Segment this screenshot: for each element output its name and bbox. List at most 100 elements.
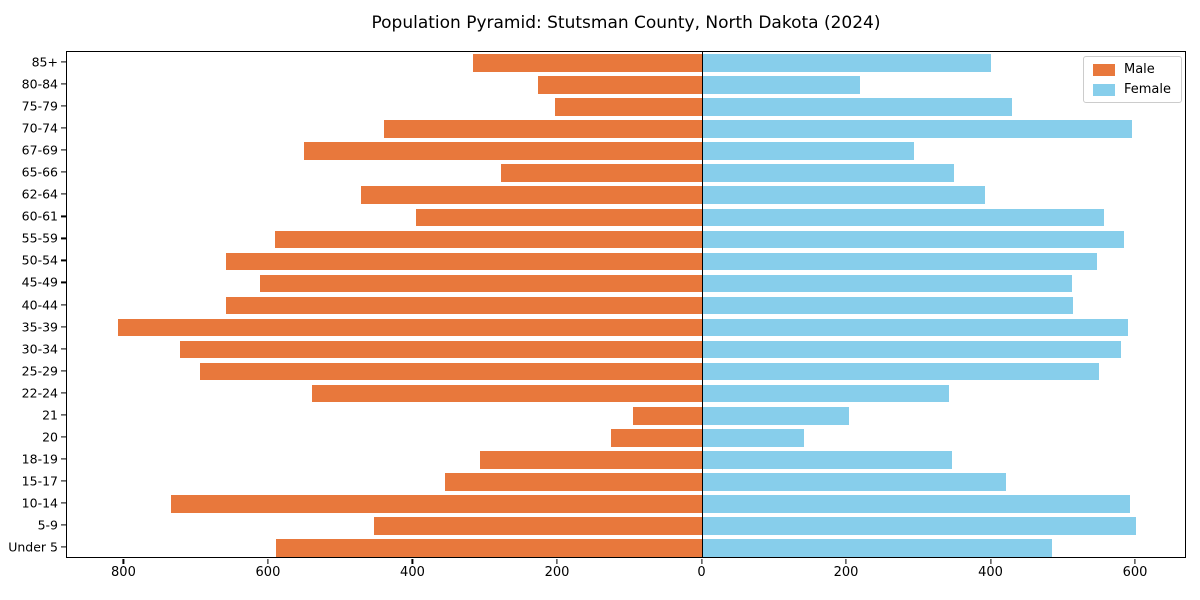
ytick-label-45-49: 45-49: [21, 274, 58, 290]
ytick-label-21: 21: [42, 407, 58, 423]
bar-male-5-9: [373, 517, 703, 535]
bar-female-10-14: [702, 495, 1131, 513]
ytick-label-18-19: 18-19: [21, 451, 58, 467]
bar-male-70-74: [383, 120, 703, 138]
legend: Male Female: [1082, 56, 1182, 103]
ytick-label-67-69: 67-69: [21, 142, 58, 158]
ytick-label-35-39: 35-39: [21, 319, 58, 335]
bar-male-40-44: [226, 296, 703, 315]
bar-female-25-29: [702, 362, 1100, 381]
ytick-label-65-66: 65-66: [21, 164, 58, 180]
bar-female-30-34: [702, 340, 1121, 359]
xtick-mark: [700, 558, 703, 564]
ytick-mark: [60, 546, 66, 548]
male-color-swatch: [1092, 63, 1115, 76]
ytick-mark: [60, 480, 66, 482]
ytick-label-15-17: 15-17: [21, 473, 58, 489]
bar-female-70-74: [702, 120, 1133, 138]
bar-male-21: [633, 406, 703, 425]
ytick-label-under-5: Under 5: [8, 539, 58, 555]
xtick-mark: [556, 558, 558, 564]
xtick-mark: [1134, 558, 1136, 564]
bar-female-62-64: [702, 186, 986, 205]
xtick-label-400-left: 400: [400, 565, 425, 580]
bar-female-under-5: [702, 539, 1052, 557]
ytick-label-62-64: 62-64: [21, 186, 58, 202]
ytick-label-22-24: 22-24: [21, 385, 58, 401]
ytick-mark: [60, 303, 66, 306]
ytick-mark: [60, 436, 66, 438]
chart-title: Population Pyramid: Stutsman County, Nor…: [371, 13, 881, 33]
xtick-label-600-right: 600: [1122, 565, 1148, 580]
ytick-label-40-44: 40-44: [21, 297, 58, 312]
bar-female-60-61: [702, 208, 1104, 227]
bar-female-50-54: [702, 252, 1098, 271]
bar-female-21: [702, 406, 850, 425]
legend-label-male: Male: [1123, 62, 1155, 77]
plot-area: Male Female: [66, 51, 1186, 558]
ytick-mark: [60, 458, 66, 460]
ytick-label-75-79: 75-79: [21, 98, 58, 114]
bar-male-10-14: [170, 495, 703, 513]
bar-male-75-79: [555, 98, 703, 116]
xtick-mark: [411, 558, 414, 564]
bar-female-5-9: [702, 517, 1137, 535]
bar-male-50-54: [225, 252, 703, 271]
ytick-mark: [60, 370, 66, 372]
ytick-mark: [60, 171, 66, 173]
legend-label-female: Female: [1123, 82, 1171, 97]
bar-male-80-84: [537, 76, 703, 94]
bar-female-35-39: [702, 318, 1129, 337]
bar-male-55-59: [274, 230, 703, 249]
ytick-label-20: 20: [42, 429, 58, 445]
ytick-mark: [60, 61, 66, 63]
bar-female-85+: [702, 54, 991, 72]
xtick-label-0: 0: [697, 565, 706, 580]
bar-female-20: [702, 428, 804, 447]
bar-male-20: [610, 428, 703, 447]
bar-male-15-17: [444, 473, 703, 491]
ytick-mark: [60, 414, 66, 416]
legend-item-male: Male: [1092, 62, 1171, 77]
ytick-mark: [60, 105, 66, 107]
bar-female-45-49: [702, 274, 1073, 293]
bar-male-under-5: [276, 539, 703, 557]
ytick-mark: [60, 524, 66, 526]
ytick-label-5-9: 5-9: [37, 517, 58, 533]
ytick-label-30-34: 30-34: [21, 341, 58, 357]
female-color-swatch: [1092, 83, 1115, 96]
ytick-mark: [60, 83, 66, 85]
ytick-label-60-61: 60-61: [21, 208, 58, 224]
bar-male-30-34: [180, 340, 703, 359]
xtick-label-200-right: 200: [833, 565, 859, 580]
ytick-label-70-74: 70-74: [21, 120, 58, 136]
ytick-mark: [60, 237, 66, 239]
ytick-mark: [60, 325, 66, 328]
zero-axis-line: [701, 52, 704, 557]
ytick-label-25-29: 25-29: [21, 363, 58, 379]
bar-female-15-17: [702, 473, 1006, 491]
bar-male-85+: [472, 54, 703, 72]
ytick-mark: [60, 392, 66, 394]
bar-male-35-39: [117, 318, 703, 337]
ytick-label-55-59: 55-59: [21, 230, 58, 246]
xtick-label-800-left: 800: [111, 565, 136, 580]
bar-male-18-19: [479, 450, 703, 469]
bar-male-67-69: [303, 142, 703, 160]
bar-female-65-66: [702, 164, 954, 183]
bar-female-75-79: [702, 98, 1012, 116]
ytick-mark: [60, 193, 66, 195]
bar-male-60-61: [416, 208, 703, 227]
ytick-mark: [60, 347, 66, 350]
ytick-label-10-14: 10-14: [21, 495, 58, 511]
bar-male-25-29: [200, 362, 703, 381]
bar-male-45-49: [259, 274, 703, 293]
bar-female-22-24: [702, 384, 949, 403]
bar-female-40-44: [702, 296, 1074, 315]
ytick-mark: [60, 215, 66, 217]
ytick-label-80-84: 80-84: [21, 76, 58, 92]
ytick-mark: [60, 502, 66, 504]
xtick-label-200-left: 200: [544, 565, 570, 580]
xtick-mark: [267, 558, 269, 564]
